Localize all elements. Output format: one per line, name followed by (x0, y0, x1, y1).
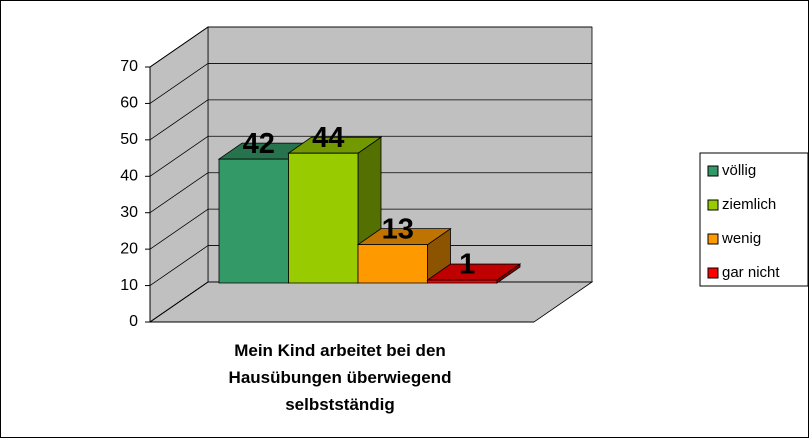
y-tick-label: 50 (120, 131, 138, 148)
bar-front (357, 244, 428, 284)
floor (148, 281, 594, 323)
grid-line (149, 172, 209, 214)
legend-label: ziemlich (722, 196, 776, 213)
y-tick-label: 60 (120, 95, 138, 112)
grid-line (149, 208, 209, 250)
bar-front (427, 279, 498, 284)
value-label: 1 (459, 249, 475, 281)
grid-line (149, 63, 209, 104)
value-label: 42 (243, 128, 275, 160)
legend-label: gar nicht (722, 264, 780, 281)
grid-line (149, 245, 209, 286)
grid-line (149, 281, 209, 323)
legend-label: völlig (722, 162, 756, 179)
y-tick-label: 70 (120, 58, 138, 75)
category-label: Mein Kind arbeitet bei den Hausübungen ü… (228, 341, 452, 414)
legend-swatch (707, 165, 719, 177)
y-tick-label: 20 (120, 240, 138, 257)
bar-front (218, 158, 289, 284)
legend-swatch (707, 233, 719, 245)
value-label: 44 (312, 122, 344, 154)
y-tick-label: 30 (120, 204, 138, 221)
legend-swatch (707, 199, 719, 211)
bar (426, 263, 522, 284)
grid-line (149, 135, 209, 177)
side-wall (149, 26, 209, 323)
bar-front (288, 152, 359, 284)
legend-label: wenig (721, 230, 761, 247)
y-tick-label: 10 (120, 277, 138, 294)
legend-swatch (707, 267, 719, 279)
value-label: 13 (382, 213, 414, 245)
y-tick-label: 0 (129, 313, 138, 330)
y-tick-label: 40 (120, 168, 138, 185)
grid-line (149, 99, 209, 141)
grid-line (149, 26, 209, 68)
